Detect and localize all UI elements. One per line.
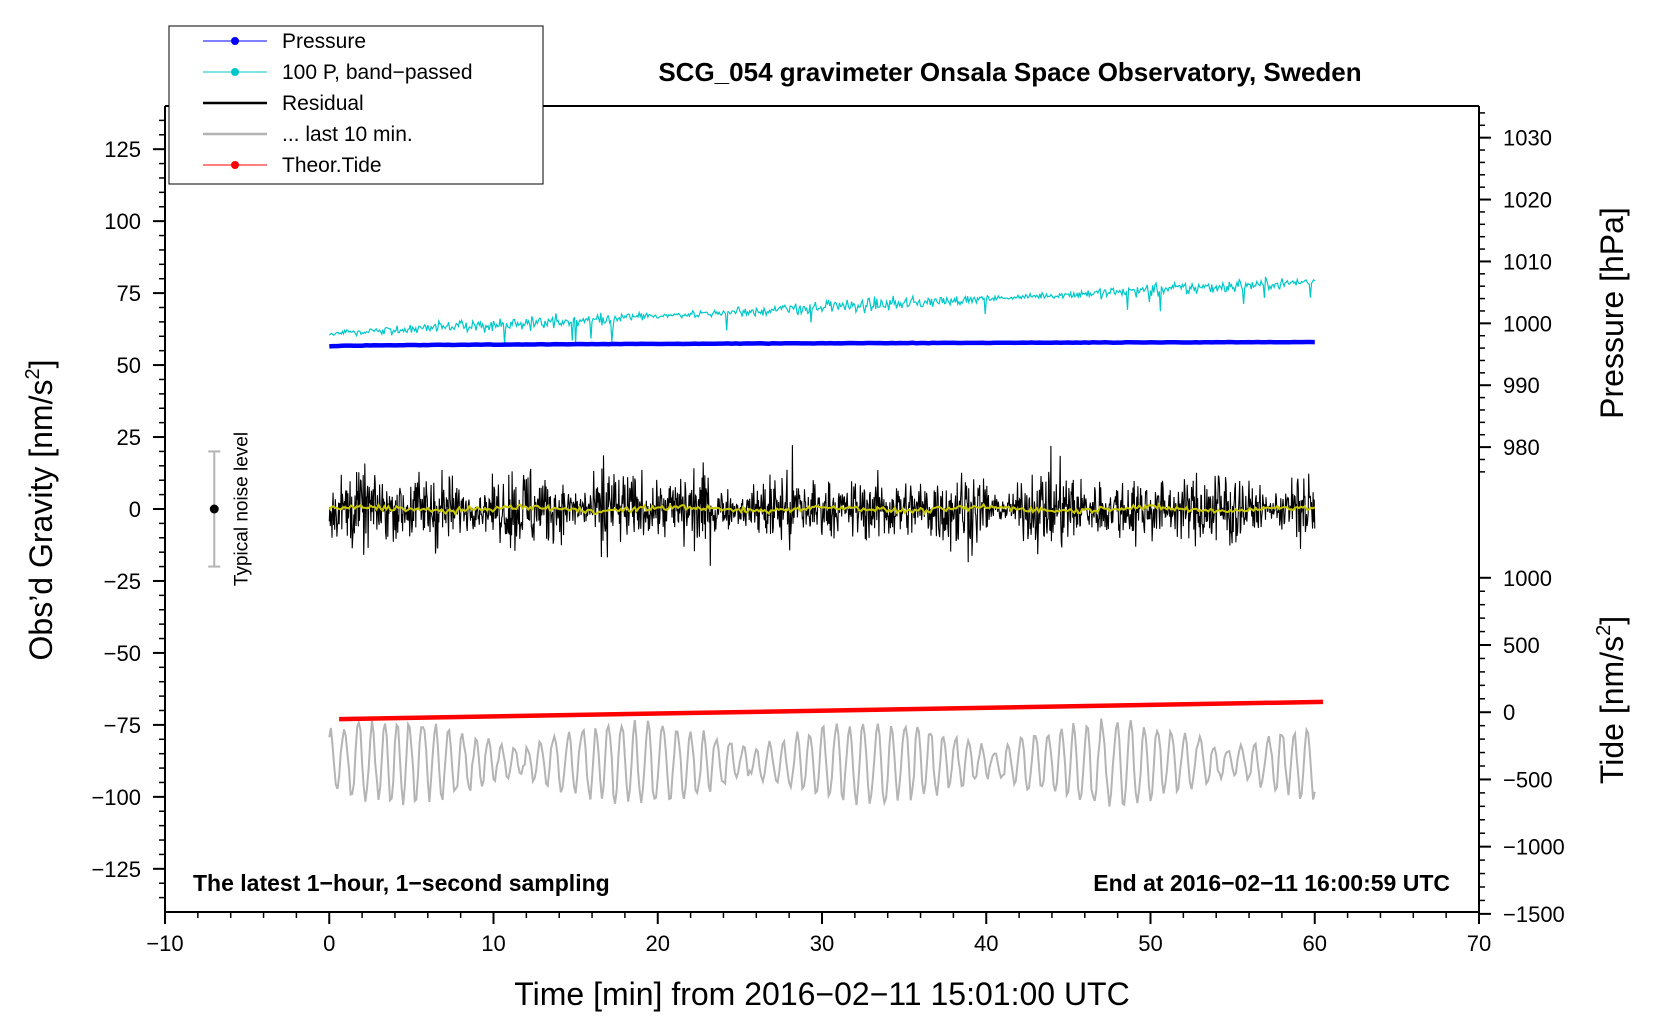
typical-noise-bar	[208, 450, 221, 568]
pressure-tick-label: 1000	[1503, 311, 1552, 336]
y-tick-label: −100	[91, 785, 141, 810]
tide-tick-label: 500	[1503, 633, 1540, 658]
series-last-10-min	[328, 718, 1316, 807]
x-tick-label: 60	[1303, 931, 1327, 956]
pressure-tick-label: 1030	[1503, 126, 1552, 151]
y-axis-title: Obs’d Gravity [nm/s2]	[22, 360, 59, 661]
y-tick-label: 25	[117, 425, 141, 450]
legend-label: 100 P, band−passed	[282, 61, 473, 84]
y-tick-label: −50	[104, 641, 141, 666]
y-tick-label: 0	[129, 497, 141, 522]
series-layer	[328, 276, 1324, 807]
x-tick-label: 70	[1467, 931, 1491, 956]
y-tick-label: 50	[117, 353, 141, 378]
legend-marker	[231, 161, 239, 169]
tide-axis-title: Tide [nm/s2]	[1593, 616, 1630, 784]
x-tick-label: 0	[323, 931, 335, 956]
legend: Pressure 100 P, band−passed Residual ... la…	[168, 25, 544, 185]
x-tick-label: 20	[646, 931, 670, 956]
annotation-end-time: End at 2016−02−11 16:00:59 UTC	[1093, 870, 1450, 896]
tide-tick-label: −500	[1503, 767, 1553, 792]
y-tick-label: 75	[117, 281, 141, 306]
tide-tick-label: −1000	[1503, 835, 1565, 860]
tide-axis-title-sup: 2	[1593, 625, 1615, 636]
series-theor-tide	[339, 699, 1324, 722]
legend-marker	[231, 68, 239, 76]
legend-items: Pressure 100 P, band−passed Residual ... la…	[203, 30, 473, 177]
x-tick-label: 50	[1138, 931, 1162, 956]
pressure-tick-label: 1020	[1503, 188, 1552, 213]
typical-noise-label: Typical noise level	[231, 432, 252, 586]
y-tick-label: 125	[104, 137, 141, 162]
legend-marker	[231, 37, 239, 45]
annotation-latest-hour: The latest 1−hour, 1−second sampling	[193, 870, 610, 896]
series-residual-smoothed	[328, 502, 1316, 517]
y-tick-label: −25	[104, 569, 141, 594]
legend-label: Pressure	[282, 30, 366, 53]
x-tick-label: −10	[146, 931, 183, 956]
legend-box	[168, 25, 544, 185]
tide-axis-title-main: Tide [nm/s	[1594, 636, 1630, 784]
series-100p-band-passed	[328, 276, 1316, 344]
pressure-tick-label: 980	[1503, 435, 1540, 460]
pressure-tick-label: 990	[1503, 373, 1540, 398]
series-residual	[328, 445, 1316, 566]
tide-axis-title-close: ]	[1594, 616, 1630, 625]
pressure-axis-ticks: 1030 1020 1010 1000 990 980	[1479, 112, 1552, 473]
noise-bar-center-dot	[209, 504, 219, 514]
y-tick-label: −75	[104, 713, 141, 738]
tide-tick-label: 1000	[1503, 566, 1552, 591]
y-axis-title-close: ]	[23, 360, 59, 369]
pressure-tick-label: 1010	[1503, 249, 1552, 274]
x-axis-ticks: −10 0 10 20 30 40 50 60 70	[146, 912, 1491, 956]
legend-label: Theor.Tide	[282, 154, 382, 177]
legend-label: ... last 10 min.	[282, 123, 413, 146]
y-axis-title-main: Obs’d Gravity [nm/s	[23, 380, 59, 661]
y-tick-label: 100	[104, 209, 141, 234]
chart-title: SCG_054 gravimeter Onsala Space Observat…	[658, 57, 1361, 87]
x-tick-label: 40	[974, 931, 998, 956]
y-axis-ticks: 125 100 75 50 25 0 −25 −50 −75 −100 −125	[91, 119, 165, 899]
x-axis-title: Time [min] from 2016−02−11 15:01:00 UTC	[514, 976, 1129, 1012]
legend-label: Residual	[282, 92, 364, 115]
x-tick-label: 30	[810, 931, 834, 956]
pressure-axis-title: Pressure [hPa]	[1594, 207, 1630, 419]
series-pressure	[329, 339, 1315, 349]
tide-axis-ticks: 1000 500 0 −500 −1000 −1500	[1479, 566, 1565, 927]
y-axis-title-sup: 2	[22, 368, 44, 379]
tide-tick-label: −1500	[1503, 902, 1565, 927]
tide-tick-label: 0	[1503, 700, 1515, 725]
x-tick-label: 10	[481, 931, 505, 956]
y-tick-label: −125	[91, 857, 141, 882]
